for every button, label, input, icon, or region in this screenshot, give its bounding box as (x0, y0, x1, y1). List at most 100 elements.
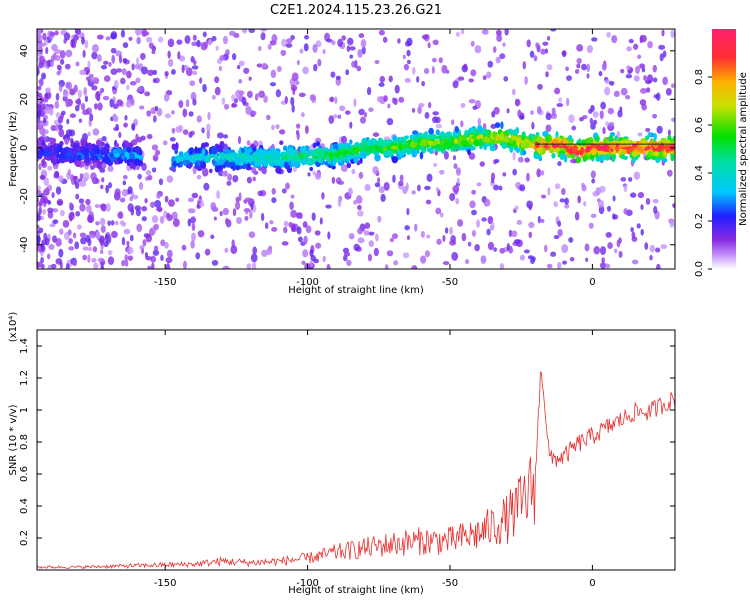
spectrogram-ridge-point (515, 147, 521, 154)
spectrogram-ridge-point (278, 153, 285, 159)
spectrogram-speckle (411, 265, 415, 269)
spectrogram-speckle (303, 235, 308, 245)
spectrogram-ridge-point (283, 161, 289, 168)
spectrogram-speckle (378, 186, 385, 194)
spectrogram-speckle (102, 95, 110, 101)
spectrogram-speckle (74, 241, 80, 250)
colorbar-tick-label: 0.2 (694, 213, 705, 229)
spectrogram-speckle (139, 245, 145, 250)
spectrogram-speckle (223, 170, 228, 177)
spectrogram-speckle (166, 212, 170, 219)
spectrogram-speckle (633, 43, 639, 50)
spectrogram-speckle (37, 111, 42, 117)
spectrogram-ridge-point (489, 139, 495, 145)
colorbar-tick-label: 0.8 (694, 69, 705, 85)
spectrogram-ridge-point (497, 138, 504, 144)
spectrogram-speckle (107, 250, 113, 256)
spectrogram-ridge-point (124, 151, 129, 157)
spectrogram-ridge-point (87, 142, 93, 150)
spectrogram-ridge-point (41, 140, 46, 147)
spectrogram-speckle (399, 174, 404, 182)
spectrogram-speckle (420, 230, 425, 238)
spectrogram-speckle (84, 39, 89, 49)
spectrogram-ridge-point (114, 152, 120, 158)
spectrogram-speckle (80, 236, 87, 245)
spectrogram-speckle (456, 177, 460, 185)
spectrogram-speckle (105, 36, 111, 41)
spectrogram-speckle (87, 254, 91, 263)
spectrogram-speckle (504, 29, 509, 36)
spectrogram-speckle (276, 65, 282, 72)
spectrogram-speckle (145, 234, 152, 243)
spectrogram-speckle (512, 151, 516, 161)
spectrogram-speckle (411, 190, 416, 195)
spectrogram-speckle (508, 229, 513, 238)
spectrogram-speckle (363, 230, 370, 236)
spectrogram-speckle (43, 177, 50, 186)
spectrogram-ridge-point (353, 155, 359, 164)
spectrogram-speckle (363, 112, 368, 118)
spectrogram-ridge-point (633, 143, 638, 149)
spectrogram-speckle (394, 84, 400, 94)
spectrogram-speckle (164, 241, 169, 249)
spectrogram-speckle (149, 201, 156, 208)
spectrogram-speckle (529, 50, 535, 58)
spectrogram-speckle (569, 159, 577, 164)
spectrogram-ridge-point (468, 127, 474, 133)
spectrogram-ridge-point (478, 138, 483, 147)
spectrogram-speckle (435, 187, 440, 193)
spectrogram-speckle (285, 38, 293, 44)
spectrogram-ridge-point (342, 143, 349, 149)
spectrogram-speckle (290, 209, 297, 218)
spectrogram-speckle (92, 246, 98, 253)
spectrogram-speckle (221, 97, 226, 105)
spectrogram-ridge-point (246, 163, 251, 168)
spectrogram-speckle (474, 243, 480, 252)
spectrogram-ridge-point (611, 154, 617, 160)
spectrogram-frame (36, 28, 676, 270)
spectrogram-speckle (219, 210, 223, 217)
spectrogram-speckle (581, 184, 587, 192)
spectrogram-ridge-point (665, 147, 671, 153)
spectrogram-ridge-point (318, 148, 325, 156)
spectrogram-speckle (639, 63, 646, 69)
y-tick-label: -40 (19, 237, 30, 253)
spectrogram-speckle (351, 168, 356, 175)
spectrogram-speckle (435, 207, 442, 215)
spectrogram-ridge-point (456, 143, 460, 149)
spectrogram-speckle (344, 110, 351, 115)
spectrogram-ridge-point (416, 143, 421, 150)
spectrogram-xlabel: Height of straight line (km) (288, 285, 424, 296)
spectrogram-ridge-point (267, 156, 273, 165)
spectrogram-speckle (523, 249, 530, 254)
spectrogram-speckle (182, 108, 188, 118)
spectrogram-speckle (95, 230, 101, 240)
spectrogram-speckle (218, 65, 223, 72)
spectrogram-ridge-point (194, 146, 198, 154)
spectrogram-speckle (535, 42, 540, 49)
spectrogram-ridge-point (634, 147, 638, 152)
spectrogram-ridge-point (331, 152, 337, 158)
spectrogram-speckle (312, 43, 318, 53)
spectrogram-speckle (383, 181, 390, 191)
spectrogram-speckle (252, 246, 258, 255)
spectrogram-speckle (155, 149, 161, 156)
spectrogram-speckle (116, 68, 122, 73)
spectrogram-speckle (144, 91, 151, 97)
spectrogram-speckle (623, 208, 628, 215)
spectrogram-ridge-point (307, 149, 313, 157)
spectrogram-speckle (112, 115, 119, 123)
spectrogram-speckle (211, 94, 216, 100)
spectrogram-speckle (179, 55, 186, 62)
spectrogram-ridge-point (349, 139, 353, 145)
spectrogram-speckle (42, 96, 49, 103)
spectrogram-ridge-point (413, 137, 419, 144)
spectrogram-speckle (315, 40, 322, 48)
spectrogram-speckle (427, 42, 431, 49)
spectrogram-speckle (451, 119, 455, 126)
spectrogram-speckle (601, 62, 607, 71)
spectrogram-speckle (670, 29, 675, 39)
spectrogram-speckle (271, 34, 278, 44)
spectrogram-speckle (561, 188, 566, 196)
spectrogram-speckle (612, 195, 616, 202)
